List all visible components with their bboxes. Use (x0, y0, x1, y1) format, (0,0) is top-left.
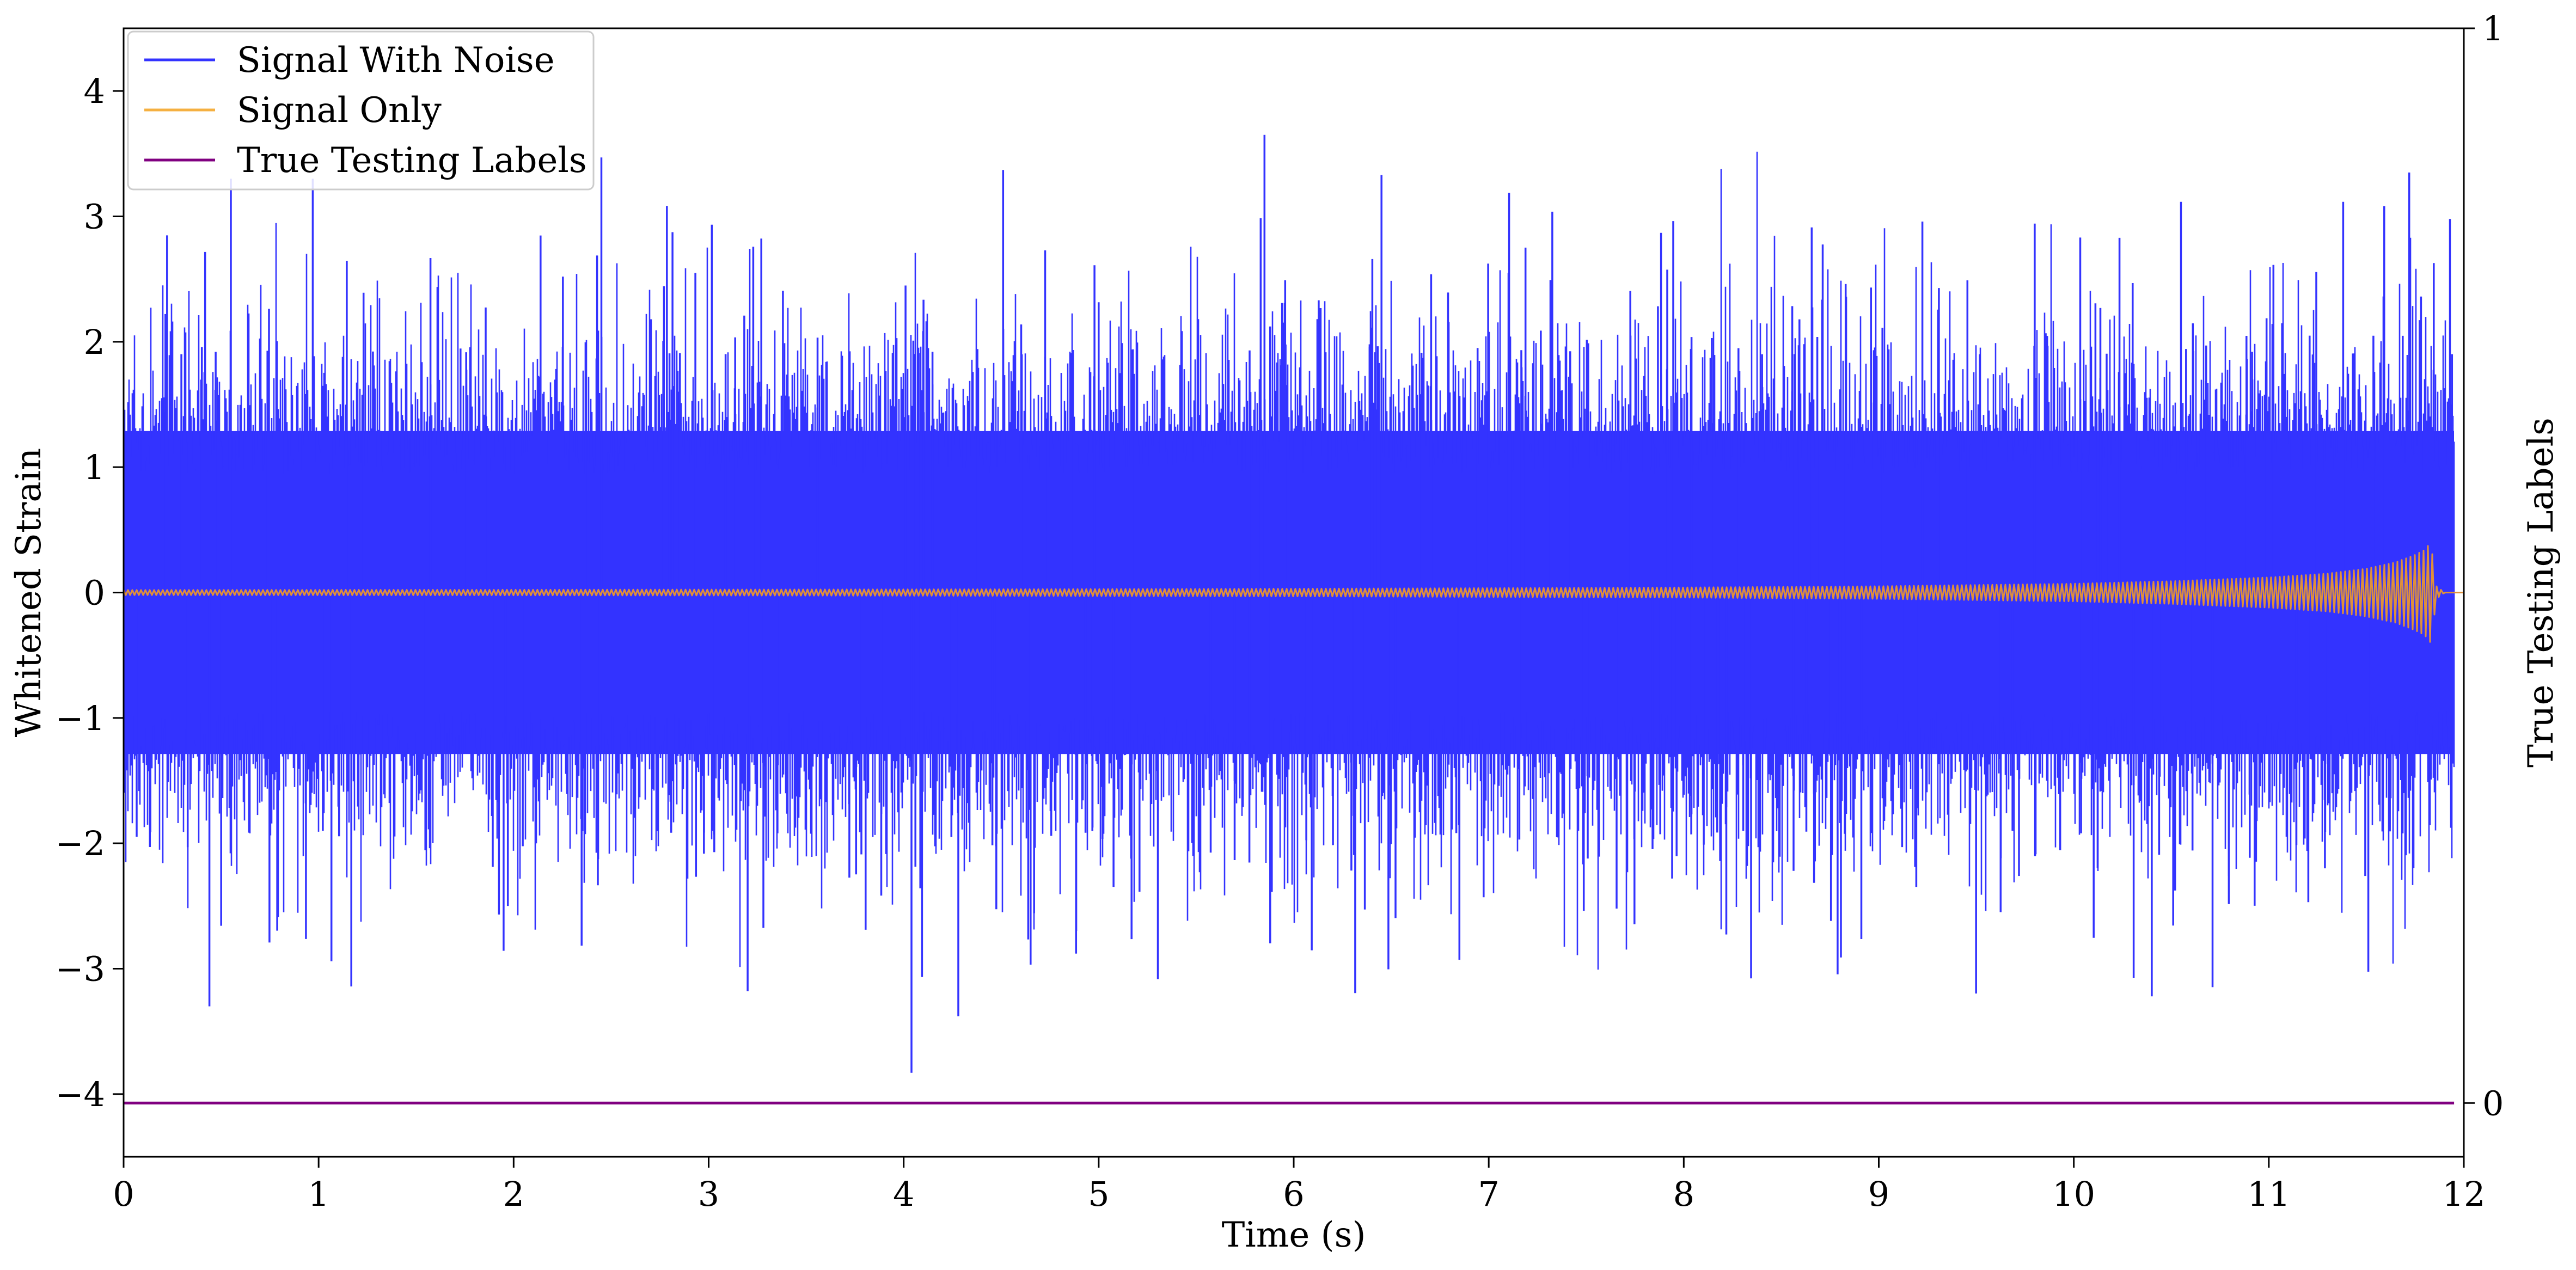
x-tick-label: 7 (1478, 1174, 1499, 1214)
y-tick-label: 3 (84, 197, 105, 237)
y-axis-label: Whitened Strain (9, 448, 49, 737)
x-tick-label: 11 (2247, 1174, 2290, 1214)
y-tick-label: 1 (84, 447, 105, 487)
legend: Signal With Noise Signal Only True Testing… (127, 30, 595, 191)
signal-only-line (124, 545, 2463, 643)
x-tick-label: 8 (1673, 1174, 1694, 1214)
legend-label: Signal With Noise (237, 40, 555, 81)
y-tick-label: 0 (84, 573, 105, 613)
x-tick-label: 4 (893, 1174, 914, 1214)
x-tick-label: 2 (503, 1174, 524, 1214)
y-tick-label: −4 (56, 1075, 105, 1114)
y2-tick-label: 1 (2482, 9, 2504, 48)
legend-entry: True Testing Labels (144, 140, 587, 181)
x-tick-label: 9 (1868, 1174, 1889, 1214)
signal-with-noise-spikes (136, 134, 2453, 1073)
legend-label: Signal Only (237, 90, 442, 131)
y2-tick-label: 0 (2482, 1083, 2504, 1123)
x-tick-label: 12 (2443, 1174, 2486, 1214)
x-tick-label: 6 (1283, 1174, 1304, 1214)
y-tick-label: 2 (84, 322, 105, 362)
y-tick-label: −3 (56, 949, 105, 989)
y-tick-label: 4 (84, 71, 105, 111)
y-tick-label: −2 (56, 824, 105, 863)
x-tick-label: 0 (113, 1174, 134, 1214)
x-tick-label: 1 (308, 1174, 329, 1214)
x-tick-label: 3 (698, 1174, 719, 1214)
x-axis-label: Time (s) (1222, 1215, 1366, 1255)
y2-axis-label: True Testing Labels (2521, 418, 2561, 768)
legend-entry: Signal With Noise (144, 40, 555, 81)
legend-entry: Signal Only (144, 90, 442, 131)
x-tick-label: 10 (2052, 1174, 2095, 1214)
legend-label: True Testing Labels (237, 140, 587, 181)
labels-layer: Time (s) Whitened Strain True Testing La… (9, 418, 2561, 1255)
legend-box (127, 30, 595, 191)
y-tick-label: −1 (56, 698, 105, 738)
x-tick-label: 5 (1088, 1174, 1109, 1214)
series-layer (124, 134, 2463, 1105)
